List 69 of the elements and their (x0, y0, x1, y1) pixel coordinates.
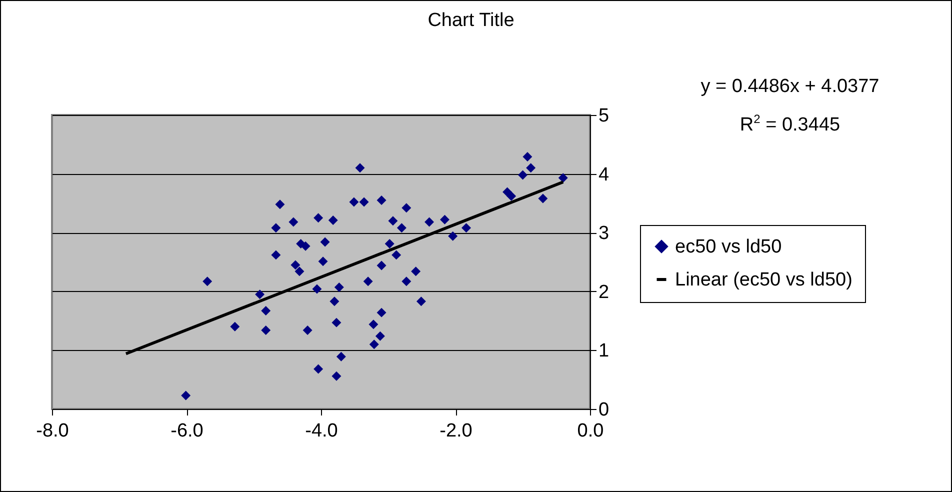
point (294, 266, 304, 276)
point (392, 250, 402, 260)
point (318, 256, 328, 266)
point (384, 239, 394, 249)
point (538, 194, 548, 204)
x-tick-label: -8.0 (36, 420, 69, 442)
y-tick-label: 4 (598, 164, 610, 186)
point (302, 325, 312, 335)
point (230, 322, 240, 332)
point (369, 340, 379, 350)
point (522, 152, 532, 162)
y-tick-label: 5 (598, 106, 610, 126)
point (558, 173, 568, 183)
point (336, 352, 346, 362)
point (271, 250, 281, 260)
point (424, 217, 434, 227)
x-tick-label: -6.0 (170, 420, 204, 442)
point (411, 266, 421, 276)
point (261, 306, 271, 316)
point (314, 364, 324, 374)
point (288, 217, 298, 227)
point (290, 260, 300, 270)
point (359, 197, 369, 207)
legend-label: ec50 vs ld50 (675, 236, 782, 258)
point (355, 163, 365, 173)
point (314, 213, 324, 223)
point (181, 390, 191, 400)
point (462, 223, 472, 233)
x-tick-label: 0.0 (577, 420, 604, 442)
point (526, 163, 536, 173)
point (271, 223, 281, 233)
y-tick-label: 1 (598, 340, 610, 362)
point (518, 170, 528, 180)
point (376, 260, 386, 270)
point (375, 331, 385, 341)
point (506, 191, 516, 201)
x-tick-label: -2.0 (440, 420, 472, 442)
point (332, 318, 342, 328)
point (349, 197, 359, 207)
point (300, 241, 310, 251)
point (440, 214, 450, 224)
point (388, 216, 398, 226)
point (275, 200, 285, 210)
y-tick-label: 0 (598, 400, 610, 420)
point (376, 196, 386, 206)
point (396, 223, 406, 233)
text: R$^{2}$ = 0.3445 (738, 112, 842, 136)
point (368, 320, 378, 330)
point (402, 276, 412, 286)
point (328, 216, 338, 225)
point (255, 290, 265, 300)
point (363, 276, 373, 286)
point (202, 276, 212, 286)
point (402, 203, 412, 213)
legend-label: Linear (ec50 vs ld50) (675, 270, 852, 290)
point (312, 284, 322, 294)
point (261, 325, 271, 335)
y-tick-label: 3 (598, 223, 610, 244)
y-tick-label: 2 (598, 282, 610, 303)
text: y = 0.4486x + 4.0377 (700, 76, 880, 98)
point (448, 231, 458, 241)
point (376, 308, 386, 318)
x-tick-label: -4.0 (305, 420, 338, 442)
point (330, 296, 340, 306)
point (332, 371, 342, 381)
point (416, 296, 426, 306)
point (334, 282, 344, 292)
chart-title: Chart Title (428, 10, 514, 31)
point (320, 237, 330, 247)
